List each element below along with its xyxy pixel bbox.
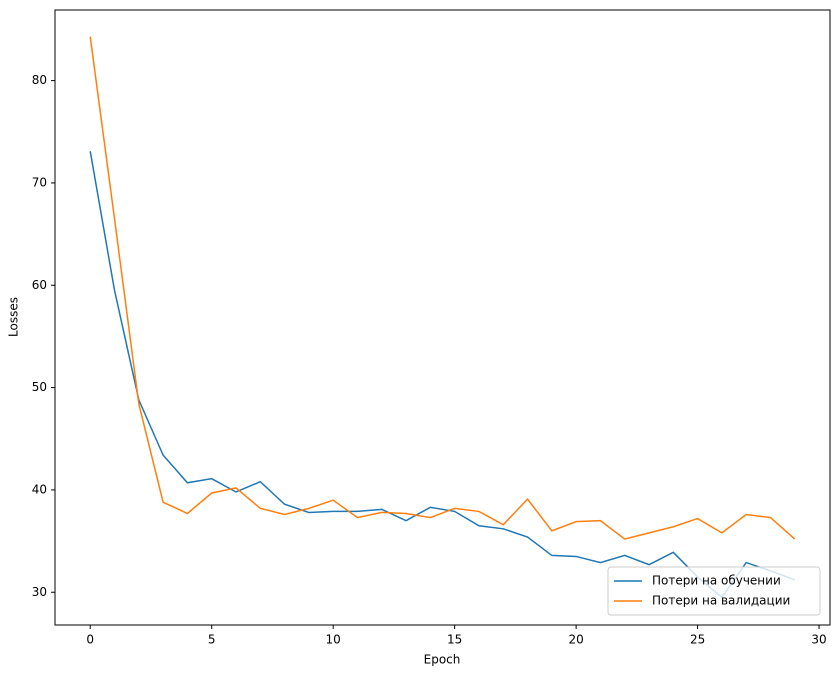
legend: Потери на обучении Потери на валидации [607,566,821,616]
y-axis-label: Losses [7,297,21,337]
x-tick-label: 0 [86,633,94,647]
legend-box [607,566,821,616]
y-tick-label: 60 [32,278,47,292]
plot-frame [54,9,831,626]
x-tick-label: 5 [208,633,216,647]
y-tick-label: 30 [32,585,47,599]
series-line [89,36,796,540]
y-tick-label: 70 [32,175,47,189]
legend-label: Потери на валидации [652,594,790,608]
y-tick-label: 50 [32,380,47,394]
y-tick-label: 40 [32,482,47,496]
x-tick-label: 20 [568,633,583,647]
x-tick-label: 15 [447,633,462,647]
legend-label: Потери на обучении [652,574,781,588]
y-tick-label: 80 [32,73,47,87]
x-tick-label: 30 [811,633,826,647]
x-axis-label: Epoch [424,653,461,667]
x-tick-label: 25 [690,633,705,647]
x-tick-label: 10 [326,633,341,647]
series-line [89,151,796,599]
